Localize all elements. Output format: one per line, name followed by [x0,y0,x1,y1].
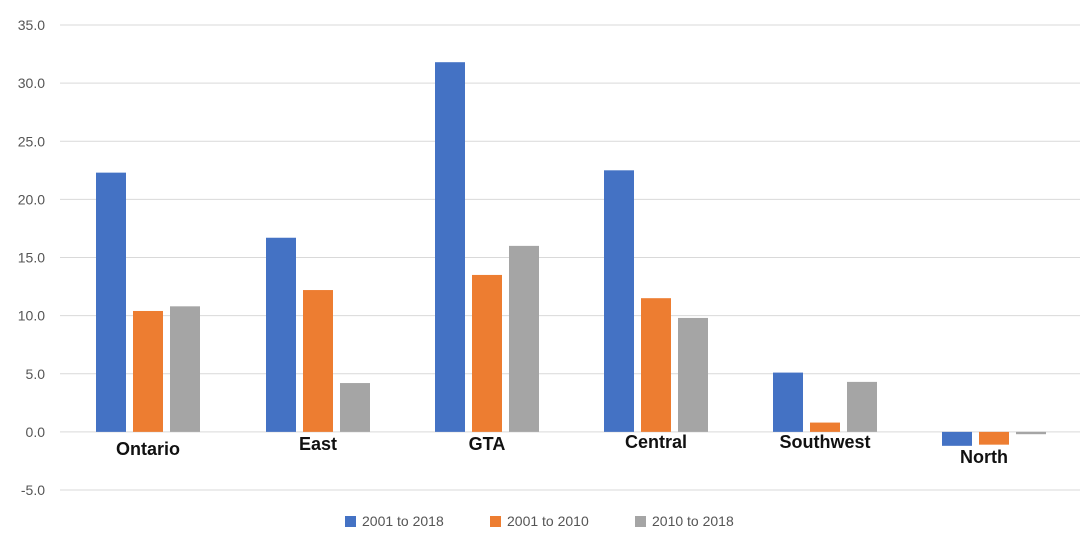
legend-swatch [490,516,501,527]
bar-ontario-series-3 [170,306,200,432]
bar-gta-series-3 [509,245,539,432]
bar-north-series-1 [942,431,972,446]
bar-southwest-series-2 [810,422,840,432]
bar-north-series-2 [979,431,1009,445]
bar-central-series-1 [604,170,634,432]
category-label: East [299,434,337,454]
y-tick-label: 20.0 [18,191,45,207]
category-labels: Ontario East GTA Central Southwest North [116,432,1008,467]
bar-north-series-3 [1016,431,1046,435]
legend-label: 2001 to 2010 [507,513,589,529]
bar-central-series-3 [678,317,708,432]
y-tick-label: 25.0 [18,133,45,149]
gridlines [60,24,1080,491]
category-label: Central [625,432,687,452]
bar-gta-series-1 [435,62,465,432]
y-tick-label: 35.0 [18,17,45,33]
bars [96,62,1046,446]
bar-central-series-2 [641,298,671,432]
y-tick-label: -5.0 [21,482,45,498]
category-label: Ontario [116,439,180,459]
y-tick-label: 30.0 [18,75,45,91]
y-tick-label: 0.0 [26,424,46,440]
y-axis-ticks: -5.0 0.0 5.0 10.0 15.0 20.0 25.0 30.0 35.0 [18,17,45,498]
bar-ontario-series-2 [133,310,163,432]
bar-southwest-series-1 [773,372,803,432]
bar-gta-series-2 [472,274,502,432]
bar-east-series-1 [266,237,296,432]
legend-label: 2001 to 2018 [362,513,444,529]
y-tick-label: 5.0 [26,366,46,382]
category-label: GTA [469,434,506,454]
legend: 2001 to 2018 2001 to 2010 2010 to 2018 [345,513,734,529]
y-tick-label: 10.0 [18,308,45,324]
category-label: North [960,447,1008,467]
legend-label: 2010 to 2018 [652,513,734,529]
legend-swatch [345,516,356,527]
y-tick-label: 15.0 [18,250,45,266]
legend-swatch [635,516,646,527]
bar-southwest-series-3 [847,381,877,432]
bar-east-series-2 [303,290,333,432]
bar-ontario-series-1 [96,172,126,432]
category-label: Southwest [779,432,870,452]
bar-east-series-3 [340,383,370,432]
